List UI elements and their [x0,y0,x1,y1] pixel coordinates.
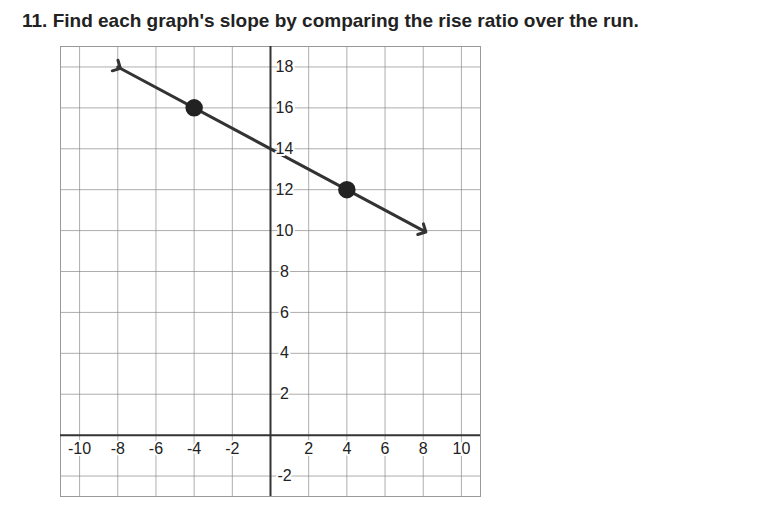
svg-text:4: 4 [280,344,289,361]
html-text:11. Find each graph's slope by: 11. Find each graph's slope by comparing… [22,10,639,31]
svg-text:-6: -6 [149,440,163,457]
svg-text:6: 6 [280,304,289,321]
svg-text:-2: -2 [225,440,239,457]
svg-text:2: 2 [304,440,313,457]
svg-text:12: 12 [276,181,294,198]
svg-text:-4: -4 [187,440,201,457]
svg-text:10: 10 [276,222,294,239]
svg-text:8: 8 [419,440,428,457]
svg-text:8: 8 [280,263,289,280]
svg-text:2: 2 [280,385,289,402]
svg-text:14: 14 [276,140,294,157]
svg-text:4: 4 [342,440,351,457]
svg-text:-10: -10 [68,440,91,457]
svg-text:10: 10 [453,440,471,457]
svg-text:-2: -2 [277,467,291,484]
svg-text:-8: -8 [111,440,125,457]
svg-text:16: 16 [276,99,294,116]
svg-text:6: 6 [381,440,390,457]
svg-text:18: 18 [276,58,294,75]
